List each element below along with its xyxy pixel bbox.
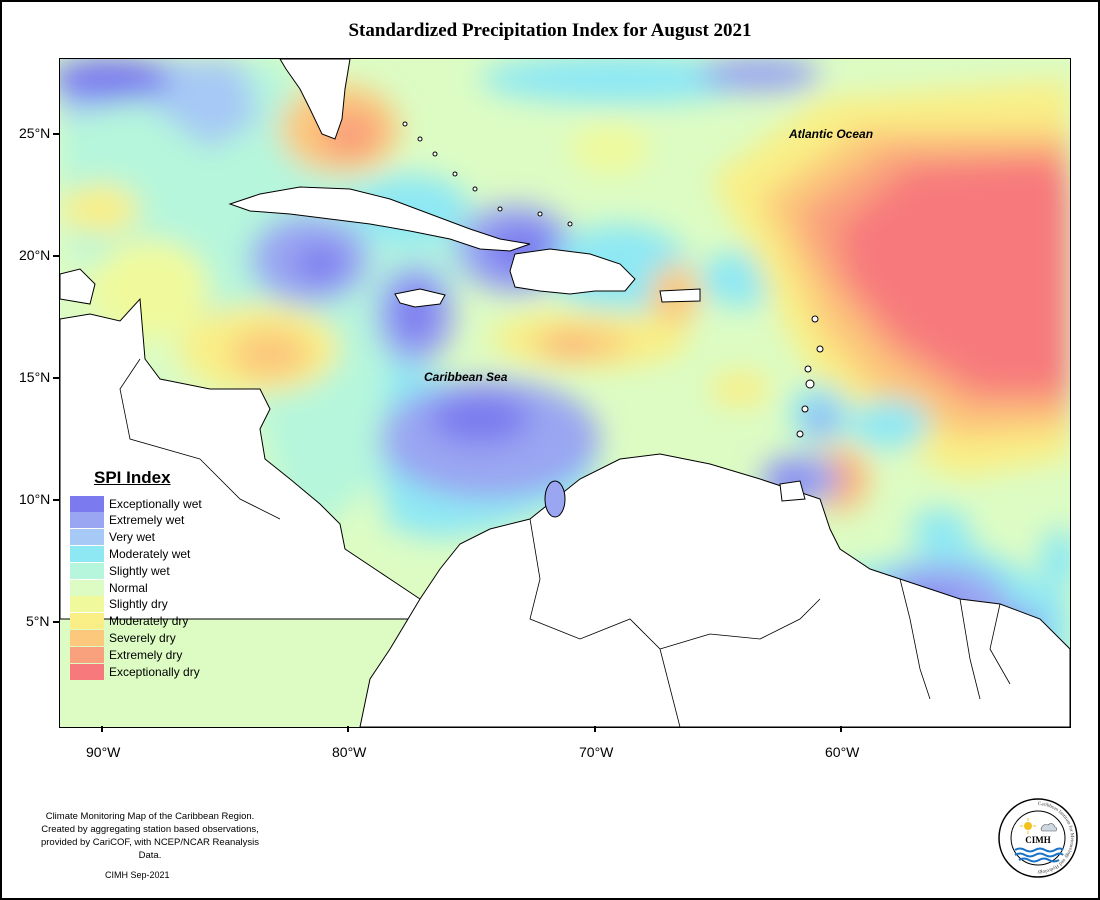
puerto-rico — [659, 288, 701, 303]
legend-title: SPI Index — [94, 468, 171, 487]
lat-tick — [53, 377, 59, 379]
wave-icon — [1014, 847, 1064, 853]
legend-label: Severely dry — [109, 630, 176, 645]
legend-item: Moderately wet — [70, 545, 190, 562]
legend-swatch — [70, 545, 104, 562]
cuba — [228, 186, 531, 252]
legend-label: Exceptionally dry — [109, 664, 200, 679]
jamaica — [394, 288, 446, 308]
legend-item: Severely dry — [70, 629, 176, 646]
map-title: Standardized Precipitation Index for Aug… — [348, 20, 752, 41]
credits-line-3: provided by CariCOF, with NCEP/NCAR Rean… — [40, 837, 260, 861]
country-borders — [119, 358, 1011, 727]
lon-tick — [840, 726, 842, 732]
trinidad — [779, 480, 806, 502]
sun-icon — [1024, 822, 1032, 830]
legend-item: Exceptionally wet — [70, 495, 202, 512]
cimh-date: CIMH Sep-2021 — [105, 870, 170, 880]
south-america — [359, 453, 1070, 727]
legend-swatch — [70, 562, 104, 579]
legend-item: Exceptionally dry — [70, 663, 200, 680]
legend-item: Slightly dry — [70, 596, 168, 613]
lat-tick — [53, 133, 59, 135]
central-america — [60, 297, 426, 620]
yucatan-tip — [60, 268, 96, 305]
credits-line-2: Created by aggregating station based obs… — [41, 824, 259, 835]
legend-swatch — [70, 596, 104, 613]
lake-maracaibo — [544, 480, 566, 518]
legend-label: Very wet — [109, 530, 156, 545]
legend-label: Slightly wet — [109, 563, 170, 578]
legend-label: Normal — [109, 580, 148, 595]
lon-label-60w: 60°W — [825, 744, 860, 760]
legend-label: Exceptionally wet — [109, 496, 202, 511]
lat-label-20n: 20°N — [19, 247, 51, 263]
spi-map — [59, 58, 1071, 728]
cimh-logo: CIMH Caribbean Institute for Meteorology… — [997, 797, 1079, 884]
legend-swatch — [70, 613, 104, 630]
lon-tick — [101, 726, 103, 732]
caribbean-sea-label: Caribbean Sea — [424, 370, 508, 384]
legend-item: Slightly wet — [70, 562, 170, 579]
credits: Climate Monitoring Map of the Caribbean … — [30, 810, 270, 862]
legend-swatch — [70, 663, 104, 680]
lon-tick — [594, 726, 596, 732]
lon-label-90w: 90°W — [86, 744, 121, 760]
legend-item: Normal — [70, 579, 148, 596]
lat-label-25n: 25°N — [19, 125, 51, 141]
florida — [279, 59, 351, 140]
legend-swatch — [70, 529, 104, 546]
credits-line-1: Climate Monitoring Map of the Caribbean … — [45, 811, 255, 822]
legend-label: Moderately dry — [109, 614, 189, 629]
legend-label: Slightly dry — [109, 597, 168, 612]
landmasses — [60, 59, 1070, 727]
logo-text: CIMH — [1025, 835, 1051, 845]
lat-tick — [53, 499, 59, 501]
legend-swatch — [70, 495, 104, 512]
legend-label: Extremely dry — [109, 647, 183, 662]
legend-swatch — [70, 646, 104, 663]
legend-item: Very wet — [70, 529, 155, 546]
legend-label: Extremely wet — [109, 513, 185, 528]
cloud-icon — [1040, 823, 1058, 832]
legend-item: Moderately dry — [70, 613, 188, 630]
legend-label: Moderately wet — [109, 546, 191, 561]
lon-label-80w: 80°W — [332, 744, 367, 760]
lon-label-70w: 70°W — [579, 744, 614, 760]
legend-item: Extremely wet — [70, 512, 184, 529]
legend-swatch — [70, 579, 104, 596]
lat-tick — [53, 255, 59, 257]
lat-label-10n: 10°N — [19, 491, 51, 507]
hispaniola — [509, 248, 636, 295]
spi-map-canvas — [60, 59, 1070, 727]
lon-tick — [347, 726, 349, 732]
lat-tick — [53, 621, 59, 623]
lat-label-15n: 15°N — [19, 369, 51, 385]
legend-swatch — [70, 512, 104, 529]
atlantic-ocean-label: Atlantic Ocean — [789, 127, 874, 141]
lat-label-5n: 5°N — [26, 613, 50, 629]
legend-swatch — [70, 629, 104, 646]
legend-item: Extremely dry — [70, 646, 182, 663]
